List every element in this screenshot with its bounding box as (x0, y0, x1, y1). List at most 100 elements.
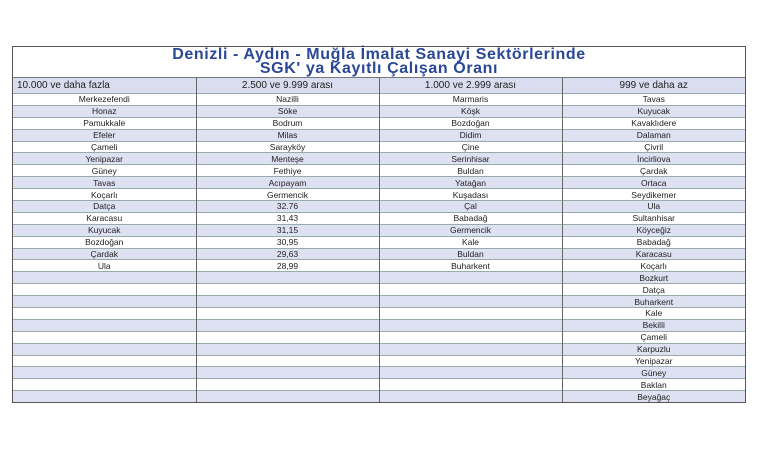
table-cell (378, 307, 562, 320)
table-row: Efeler Milas Didim Dalaman (13, 128, 745, 142)
table-cell: 31,43 (195, 211, 379, 225)
table-cell (13, 390, 196, 403)
table-cell: Çameli (13, 140, 196, 153)
table-cell: Merkezefendi (13, 93, 196, 106)
table-cell: Kuyucak (561, 104, 745, 118)
table-cell: Bodrum (195, 116, 379, 130)
table-cell: Datça (561, 283, 745, 296)
table-cell: Bozdoğan (13, 235, 196, 249)
table-cell (195, 330, 379, 344)
table-cell: Serinhisar (378, 152, 562, 165)
table-cell (195, 295, 379, 308)
table-row: Honaz Söke Köşk Kuyucak (13, 104, 745, 118)
table-cell (378, 342, 562, 356)
table-cell: Köşk (378, 104, 562, 118)
table-cell (378, 295, 562, 308)
table-title: Denizli - Aydın - Muğla İmalat Sanayi Se… (13, 47, 745, 78)
table-row: Çameli (13, 330, 745, 344)
table-row: Buharkent (13, 295, 745, 308)
table-cell: Menteşe (195, 152, 379, 165)
table-cell: Çardak (13, 247, 196, 260)
table-cell: Acıpayam (195, 176, 379, 189)
table-cell: Babadağ (378, 211, 562, 225)
table-cell: Çine (378, 140, 562, 153)
table-row: Kale (13, 307, 745, 320)
table-cell: Buldan (378, 164, 562, 177)
table-cell: Sarayköy (195, 140, 379, 153)
table-cell: Ortaca (561, 176, 745, 189)
table-cell: Ula (13, 259, 196, 272)
table-cell: Efeler (13, 128, 196, 142)
table-cell: Koçarlı (13, 188, 196, 201)
table-cell: Kuyucak (13, 223, 196, 237)
table-cell: Germencik (378, 223, 562, 237)
table-cell (378, 366, 562, 379)
table-cell (195, 366, 379, 379)
table-cell (13, 295, 196, 308)
column-header: 2.500 ve 9.999 arası (195, 78, 379, 94)
table-cell (13, 318, 196, 332)
table-cell: Buldan (378, 247, 562, 260)
table-cell (13, 366, 196, 379)
table-cell (13, 271, 196, 284)
table-cell: Seydikemer (561, 188, 745, 201)
table-cell (195, 378, 379, 391)
table-cell: Çal (378, 200, 562, 213)
table-cell (378, 283, 562, 296)
table-row: Güney Fethiye Buldan Çardak (13, 164, 745, 177)
table-cell: Kale (378, 235, 562, 249)
table-row: Bekilli (13, 318, 745, 332)
table-cell: Güney (561, 366, 745, 379)
table-cell: Baklan (561, 378, 745, 391)
table-cell: 31,15 (195, 223, 379, 237)
table-cell: Tavas (13, 176, 196, 189)
table-cell: Yenipazar (561, 354, 745, 367)
table-cell: Kale (561, 307, 745, 320)
table-row: Datça 32.76 Çal Ula (13, 200, 745, 213)
table-cell (195, 283, 379, 296)
table-cell (378, 390, 562, 403)
table-cell: Söke (195, 104, 379, 118)
table-cell: Dalaman (561, 128, 745, 142)
table-row: Yenipazar (13, 354, 745, 367)
table-cell (378, 318, 562, 332)
table-cell: Karpuzlu (561, 342, 745, 356)
table-cell: Köyceğiz (561, 223, 745, 237)
table-cell (13, 342, 196, 356)
table-cell: Çameli (561, 330, 745, 344)
table-cell: Didim (378, 128, 562, 142)
table-row: Merkezefendi Nazilli Marmaris Tavas (13, 93, 745, 106)
table-row: Beyağaç (13, 390, 745, 403)
table-cell (195, 390, 379, 403)
table-cell: Bozkurt (561, 271, 745, 284)
table-row: Bozkurt (13, 271, 745, 284)
table-cell: Buharkent (378, 259, 562, 272)
table-cell (13, 283, 196, 296)
table-cell: Sultanhisar (561, 211, 745, 225)
title-line-2: SGK' ya Kayıtlı Çalışan Oranı (259, 60, 499, 77)
table-cell (13, 330, 196, 344)
table-cell: Karacasu (561, 247, 745, 260)
table-cell (195, 318, 379, 332)
table-cell: İncirliova (561, 152, 745, 165)
table-cell (195, 342, 379, 356)
table-cell: Fethiye (195, 164, 379, 177)
table-cell: Babadağ (561, 235, 745, 249)
table-cell: 28,99 (195, 259, 379, 272)
column-header: 10.000 ve daha fazla (13, 78, 196, 94)
table-cell: Kuşadası (378, 188, 562, 201)
table-row: Bozdoğan 30,95 Kale Babadağ (13, 235, 745, 249)
table-cell: Güney (13, 164, 196, 177)
table-cell: Çivril (561, 140, 745, 153)
table-cell (378, 354, 562, 367)
table: 10.000 ve daha fazla 2.500 ve 9.999 aras… (13, 78, 745, 403)
column-header: 1.000 ve 2.999 arası (378, 78, 562, 94)
table-cell: Pamukkale (13, 116, 196, 130)
table-cell: Karacasu (13, 211, 196, 225)
table-cell (195, 354, 379, 367)
table-row: Güney (13, 366, 745, 379)
header-row: 10.000 ve daha fazla 2.500 ve 9.999 aras… (13, 78, 745, 94)
table-row: Yenipazar Menteşe Serinhisar İncirliova (13, 152, 745, 165)
table-cell: Buharkent (561, 295, 745, 308)
table-row: Koçarlı Germencik Kuşadası Seydikemer (13, 188, 745, 201)
